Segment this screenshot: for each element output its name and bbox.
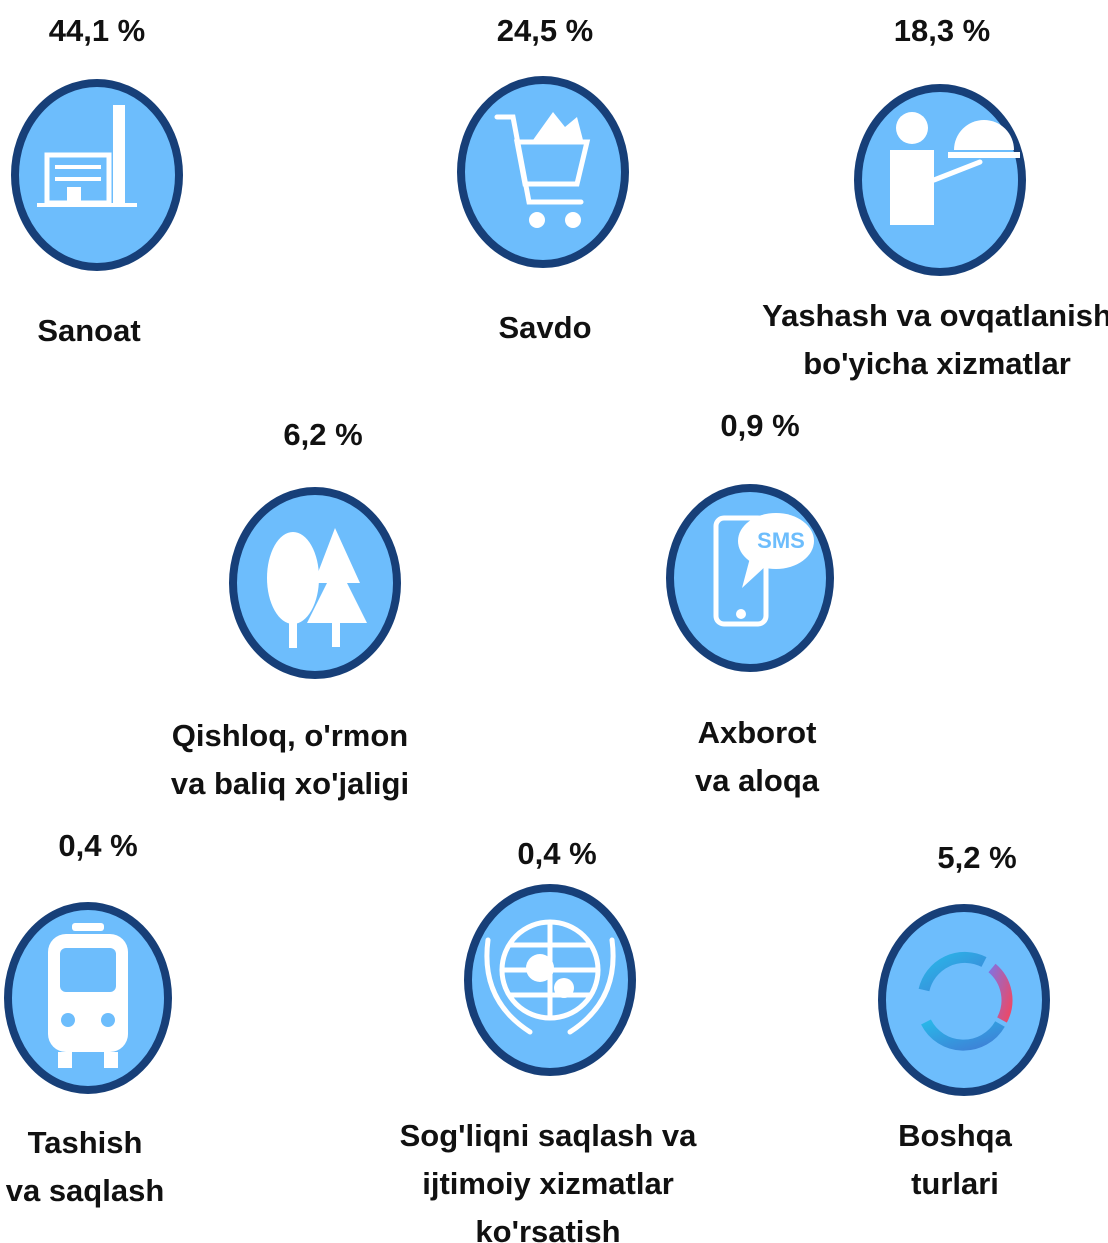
icon-circle bbox=[461, 80, 625, 264]
category-label: Boshqa bbox=[898, 1118, 1012, 1153]
category-label: bo'yicha xizmatlar bbox=[803, 346, 1071, 381]
icon-bus bbox=[48, 923, 128, 1068]
category-label: Tashish bbox=[28, 1125, 143, 1160]
percent-label: 44,1 % bbox=[49, 13, 146, 48]
category-label: Qishloq, o'rmon bbox=[172, 718, 408, 753]
percent-label: 18,3 % bbox=[894, 13, 991, 48]
category-label: va baliq xo'jaligi bbox=[171, 766, 409, 801]
percent-label: 5,2 % bbox=[937, 840, 1016, 875]
category-label: turlari bbox=[911, 1166, 999, 1201]
percent-label: 0,4 % bbox=[517, 836, 596, 871]
icon-circle bbox=[15, 83, 179, 267]
category-label: Yashash va ovqatlanish bbox=[762, 298, 1108, 333]
percent-label: 6,2 % bbox=[283, 417, 362, 452]
category-label: va aloqa bbox=[695, 763, 820, 798]
category-label: ijtimoiy xizmatlar bbox=[422, 1166, 674, 1201]
category-label: Sog'liqni saqlash va bbox=[400, 1118, 698, 1153]
category-label: Sanoat bbox=[37, 313, 140, 348]
infographic: SMS 44,1 % Sanoat 24,5 % Savdo 18,3 % Yashash… bbox=[0, 0, 1108, 1243]
category-label: ko'rsatish bbox=[475, 1214, 620, 1243]
category-label: va saqlash bbox=[6, 1173, 165, 1208]
percent-label: 0,9 % bbox=[720, 408, 799, 443]
circles bbox=[8, 80, 1046, 1092]
icon-circle bbox=[882, 908, 1046, 1092]
icon-text: SMS bbox=[757, 528, 805, 553]
percent-label: 24,5 % bbox=[497, 13, 594, 48]
percent-label: 0,4 % bbox=[58, 828, 137, 863]
category-label: Axborot bbox=[698, 715, 817, 750]
category-label: Savdo bbox=[498, 310, 591, 345]
